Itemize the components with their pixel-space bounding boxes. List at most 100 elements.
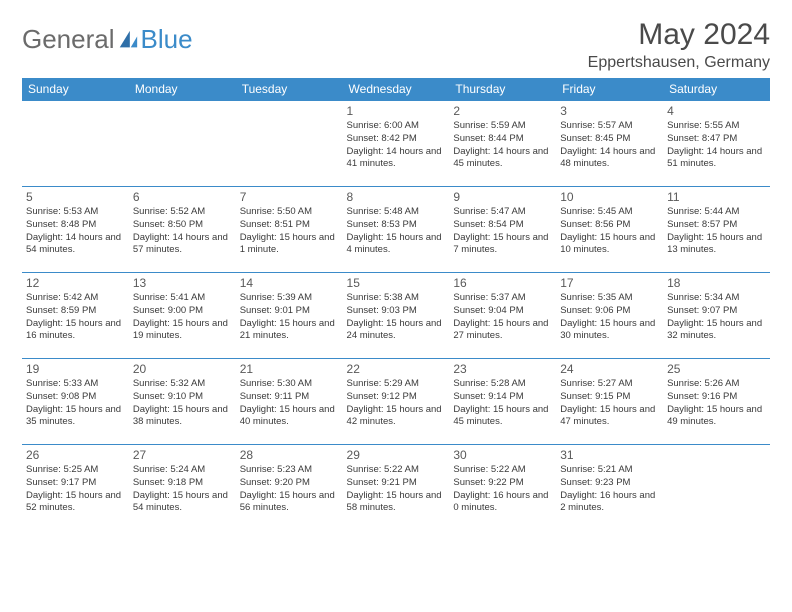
day-header: Saturday	[663, 78, 770, 101]
day-header-row: SundayMondayTuesdayWednesdayThursdayFrid…	[22, 78, 770, 101]
day-number: 30	[453, 448, 552, 462]
day-cell: 14 Sunrise: 5:39 AMSunset: 9:01 PMDayligh…	[236, 273, 343, 359]
day-cell: 29 Sunrise: 5:22 AMSunset: 9:21 PMDayligh…	[343, 445, 450, 531]
day-number: 1	[347, 104, 446, 118]
day-cell: 26 Sunrise: 5:25 AMSunset: 9:17 PMDayligh…	[22, 445, 129, 531]
day-cell: 9 Sunrise: 5:47 AMSunset: 8:54 PMDaylight…	[449, 187, 556, 273]
day-number: 23	[453, 362, 552, 376]
day-info: Sunrise: 5:48 AMSunset: 8:53 PMDaylight:…	[347, 206, 446, 257]
day-number: 2	[453, 104, 552, 118]
day-number: 12	[26, 276, 125, 290]
day-info: Sunrise: 5:39 AMSunset: 9:01 PMDaylight:…	[240, 292, 339, 343]
month-title: May 2024	[588, 18, 770, 52]
day-number: 11	[667, 190, 766, 204]
header: General Blue May 2024 Eppertshausen, Ger…	[22, 18, 770, 72]
day-number: 10	[560, 190, 659, 204]
day-number: 15	[347, 276, 446, 290]
day-info: Sunrise: 5:41 AMSunset: 9:00 PMDaylight:…	[133, 292, 232, 343]
day-cell: 28 Sunrise: 5:23 AMSunset: 9:20 PMDayligh…	[236, 445, 343, 531]
day-info: Sunrise: 5:53 AMSunset: 8:48 PMDaylight:…	[26, 206, 125, 257]
day-cell: 18 Sunrise: 5:34 AMSunset: 9:07 PMDayligh…	[663, 273, 770, 359]
day-info: Sunrise: 5:29 AMSunset: 9:12 PMDaylight:…	[347, 378, 446, 429]
day-number: 27	[133, 448, 232, 462]
day-cell: 12 Sunrise: 5:42 AMSunset: 8:59 PMDayligh…	[22, 273, 129, 359]
day-info: Sunrise: 5:57 AMSunset: 8:45 PMDaylight:…	[560, 120, 659, 171]
day-number: 13	[133, 276, 232, 290]
day-cell: 19Sunrise: 5:33 AMSunset: 9:08 PMDayligh…	[22, 359, 129, 445]
day-info: Sunrise: 5:42 AMSunset: 8:59 PMDaylight:…	[26, 292, 125, 343]
day-info: Sunrise: 5:55 AMSunset: 8:47 PMDaylight:…	[667, 120, 766, 171]
day-number: 28	[240, 448, 339, 462]
day-number: 17	[560, 276, 659, 290]
day-info: Sunrise: 5:59 AMSunset: 8:44 PMDaylight:…	[453, 120, 552, 171]
day-number: 31	[560, 448, 659, 462]
day-cell: 16Sunrise: 5:37 AMSunset: 9:04 PMDayligh…	[449, 273, 556, 359]
day-header: Wednesday	[343, 78, 450, 101]
day-cell: 24 Sunrise: 5:27 AMSunset: 9:15 PMDayligh…	[556, 359, 663, 445]
day-cell	[236, 101, 343, 187]
title-block: May 2024 Eppertshausen, Germany	[588, 18, 770, 72]
day-info: Sunrise: 5:45 AMSunset: 8:56 PMDaylight:…	[560, 206, 659, 257]
day-header: Thursday	[449, 78, 556, 101]
day-cell: 8Sunrise: 5:48 AMSunset: 8:53 PMDaylight…	[343, 187, 450, 273]
day-number: 20	[133, 362, 232, 376]
day-number: 26	[26, 448, 125, 462]
day-cell: 27Sunrise: 5:24 AMSunset: 9:18 PMDayligh…	[129, 445, 236, 531]
location-label: Eppertshausen, Germany	[588, 54, 770, 72]
calendar-table: SundayMondayTuesdayWednesdayThursdayFrid…	[22, 78, 770, 531]
week-row: 5Sunrise: 5:53 AMSunset: 8:48 PMDaylight…	[22, 187, 770, 273]
day-info: Sunrise: 5:32 AMSunset: 9:10 PMDaylight:…	[133, 378, 232, 429]
day-number: 18	[667, 276, 766, 290]
day-number: 14	[240, 276, 339, 290]
day-info: Sunrise: 5:23 AMSunset: 9:20 PMDaylight:…	[240, 464, 339, 515]
week-row: 19Sunrise: 5:33 AMSunset: 9:08 PMDayligh…	[22, 359, 770, 445]
day-info: Sunrise: 5:28 AMSunset: 9:14 PMDaylight:…	[453, 378, 552, 429]
day-info: Sunrise: 5:30 AMSunset: 9:11 PMDaylight:…	[240, 378, 339, 429]
day-cell: 15 Sunrise: 5:38 AMSunset: 9:03 PMDayligh…	[343, 273, 450, 359]
day-cell: 10 Sunrise: 5:45 AMSunset: 8:56 PMDayligh…	[556, 187, 663, 273]
day-info: Sunrise: 5:34 AMSunset: 9:07 PMDaylight:…	[667, 292, 766, 343]
brand-part1: General	[22, 24, 115, 55]
day-info: Sunrise: 5:21 AMSunset: 9:23 PMDaylight:…	[560, 464, 659, 515]
day-number: 4	[667, 104, 766, 118]
day-number: 16	[453, 276, 552, 290]
day-number: 29	[347, 448, 446, 462]
day-info: Sunrise: 5:38 AMSunset: 9:03 PMDaylight:…	[347, 292, 446, 343]
day-info: Sunrise: 5:27 AMSunset: 9:15 PMDaylight:…	[560, 378, 659, 429]
day-info: Sunrise: 5:25 AMSunset: 9:17 PMDaylight:…	[26, 464, 125, 515]
brand-part2: Blue	[141, 24, 193, 55]
calendar-page: General Blue May 2024 Eppertshausen, Ger…	[0, 0, 792, 541]
day-header: Friday	[556, 78, 663, 101]
day-cell: 21 Sunrise: 5:30 AMSunset: 9:11 PMDayligh…	[236, 359, 343, 445]
day-number: 6	[133, 190, 232, 204]
day-number: 21	[240, 362, 339, 376]
day-info: Sunrise: 5:52 AMSunset: 8:50 PMDaylight:…	[133, 206, 232, 257]
day-number: 3	[560, 104, 659, 118]
brand-sail-icon	[117, 29, 139, 51]
day-number: 9	[453, 190, 552, 204]
day-number: 22	[347, 362, 446, 376]
brand-logo: General Blue	[22, 18, 193, 55]
day-info: Sunrise: 5:50 AMSunset: 8:51 PMDaylight:…	[240, 206, 339, 257]
day-cell	[129, 101, 236, 187]
day-info: Sunrise: 5:22 AMSunset: 9:22 PMDaylight:…	[453, 464, 552, 515]
day-cell: 31 Sunrise: 5:21 AMSunset: 9:23 PMDayligh…	[556, 445, 663, 531]
day-number: 25	[667, 362, 766, 376]
day-cell: 4 Sunrise: 5:55 AMSunset: 8:47 PMDaylight…	[663, 101, 770, 187]
day-info: Sunrise: 5:22 AMSunset: 9:21 PMDaylight:…	[347, 464, 446, 515]
day-number: 24	[560, 362, 659, 376]
day-number: 7	[240, 190, 339, 204]
day-info: Sunrise: 5:35 AMSunset: 9:06 PMDaylight:…	[560, 292, 659, 343]
day-info: Sunrise: 5:26 AMSunset: 9:16 PMDaylight:…	[667, 378, 766, 429]
day-info: Sunrise: 5:47 AMSunset: 8:54 PMDaylight:…	[453, 206, 552, 257]
day-cell: 17 Sunrise: 5:35 AMSunset: 9:06 PMDayligh…	[556, 273, 663, 359]
day-header: Tuesday	[236, 78, 343, 101]
day-cell: 25 Sunrise: 5:26 AMSunset: 9:16 PMDayligh…	[663, 359, 770, 445]
day-cell	[22, 101, 129, 187]
day-info: Sunrise: 5:33 AMSunset: 9:08 PMDaylight:…	[26, 378, 125, 429]
day-cell: 23 Sunrise: 5:28 AMSunset: 9:14 PMDayligh…	[449, 359, 556, 445]
day-info: Sunrise: 6:00 AMSunset: 8:42 PMDaylight:…	[347, 120, 446, 171]
day-cell: 11Sunrise: 5:44 AMSunset: 8:57 PMDayligh…	[663, 187, 770, 273]
day-cell: 13 Sunrise: 5:41 AMSunset: 9:00 PMDayligh…	[129, 273, 236, 359]
day-cell: 22 Sunrise: 5:29 AMSunset: 9:12 PMDayligh…	[343, 359, 450, 445]
